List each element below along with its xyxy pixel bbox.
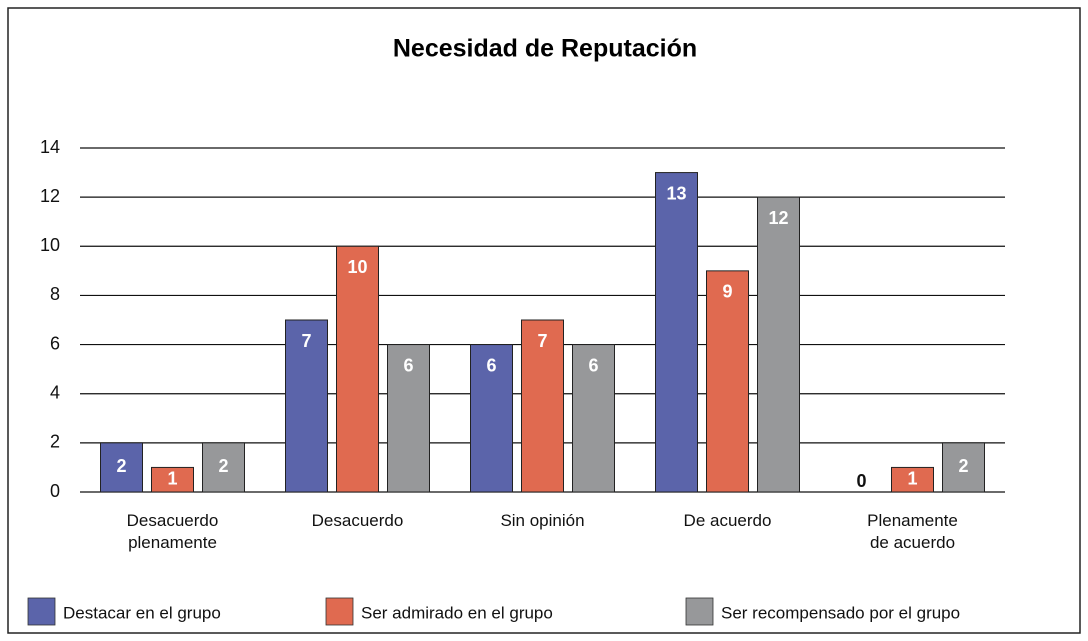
legend-swatch <box>27 597 56 626</box>
data-label: 7 <box>537 331 547 351</box>
data-label: 2 <box>116 456 126 476</box>
legend-swatch <box>685 597 714 626</box>
x-tick-label: Sin opinión <box>500 511 585 530</box>
data-label: 1 <box>167 468 177 488</box>
y-tick-label: 10 <box>40 235 60 255</box>
data-label: 6 <box>403 355 413 375</box>
legend-swatch <box>325 597 354 626</box>
data-label: 2 <box>958 456 968 476</box>
data-label: 1 <box>907 468 917 488</box>
y-tick-label: 8 <box>50 284 60 304</box>
data-label: 7 <box>301 331 311 351</box>
bar <box>942 442 985 493</box>
bar <box>285 319 328 493</box>
bar <box>336 245 379 493</box>
legend-label: Ser admirado en el grupo <box>361 603 553 622</box>
data-label: 2 <box>218 456 228 476</box>
legend-label: Destacar en el grupo <box>63 603 221 622</box>
bar <box>572 344 615 493</box>
y-tick-label: 14 <box>40 137 60 157</box>
data-label: 13 <box>666 183 686 203</box>
data-label: 12 <box>768 208 788 228</box>
bar <box>387 344 430 493</box>
bar <box>891 466 934 493</box>
chart-title: Necesidad de Reputación <box>393 35 697 63</box>
bar <box>655 172 698 493</box>
bar <box>757 196 800 493</box>
y-tick-label: 4 <box>50 382 60 402</box>
y-tick-label: 6 <box>50 333 60 353</box>
bar <box>100 442 143 493</box>
bar <box>470 344 513 493</box>
y-tick-label: 2 <box>50 432 60 452</box>
data-label: 6 <box>486 355 496 375</box>
bar <box>706 270 749 493</box>
y-tick-label: 12 <box>40 186 60 206</box>
bar <box>521 319 564 493</box>
data-label: 10 <box>347 257 367 277</box>
data-label: 6 <box>588 355 598 375</box>
data-label: 0 <box>856 471 866 491</box>
y-tick-label: 0 <box>50 481 60 501</box>
x-tick-label: Desacuerdo <box>311 511 404 530</box>
x-tick-label: Desacuerdo plenamente <box>126 511 219 552</box>
x-tick-label: De acuerdo <box>683 511 772 530</box>
legend-label: Ser recompensado por el grupo <box>721 603 960 622</box>
bar <box>202 442 245 493</box>
x-tick-label: Plenamente de acuerdo <box>867 511 958 552</box>
bar <box>151 466 194 493</box>
data-label: 9 <box>722 282 732 302</box>
